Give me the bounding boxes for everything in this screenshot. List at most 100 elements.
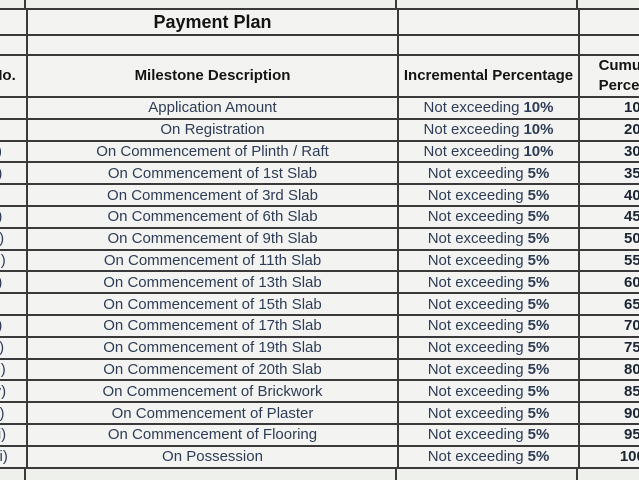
table-row: (iv) On Commencement of 1st Slab Not exc… (0, 163, 639, 186)
milestone-cell: On Commencement of Plinth / Raft (28, 141, 399, 164)
cumulative-cell: 90% (580, 403, 639, 425)
table-row: (vii) On Commencement of 9th Slab Not ex… (0, 228, 639, 251)
cumulative-cell: 50% (580, 228, 639, 251)
incremental-cell: Not exceeding 5% (399, 381, 580, 404)
table-row: (vi) On Commencement of 6th Slab Not exc… (0, 206, 639, 229)
incremental-cell: Not exceeding 5% (399, 185, 580, 207)
table-row: (ix) On Commencement of 13th Slab Not ex… (0, 272, 639, 295)
cumulative-cell: 60% (580, 272, 639, 295)
milestone-cell: On Commencement of 17th Slab (28, 315, 399, 338)
empty-cell (399, 36, 580, 56)
table-row: (xi) On Commencement of 17th Slab Not ex… (0, 315, 639, 338)
cumulative-cell: 55% (580, 250, 639, 273)
incremental-cell: Not exceeding 5% (399, 403, 580, 425)
column-header-incremental: Incremental Percentage (399, 56, 580, 98)
table-row: (xvi) On Commencement of Flooring Not ex… (0, 424, 639, 447)
cumulative-cell: 40% (580, 185, 639, 207)
serial-cell: (iv) (0, 163, 28, 186)
cumulative-cell: 85% (580, 381, 639, 404)
incremental-cell: Not exceeding 5% (399, 272, 580, 295)
serial-cell: (iii) (0, 141, 28, 164)
table-title: Payment Plan (28, 10, 399, 36)
incremental-cell: Not exceeding 10% (399, 141, 580, 164)
table-row: (i) Application Amount Not exceeding10% … (0, 98, 639, 120)
empty-cell (0, 36, 28, 56)
cumulative-cell: 20% (580, 119, 639, 142)
cumulative-cell: 75% (580, 337, 639, 360)
incremental-cell: Not exceeding 5% (399, 315, 580, 338)
serial-cell: (xi) (0, 315, 28, 338)
milestone-cell: On Commencement of Brickwork (28, 381, 399, 404)
table-row: (xv) On Commencement of Plaster Not exce… (0, 403, 639, 425)
milestone-cell: On Possession (28, 446, 399, 469)
incremental-cell: Not exceeding 5% (399, 163, 580, 186)
incremental-cell: Not exceeding 5% (399, 228, 580, 251)
table-row: (viii) On Commencement of 11th Slab Not … (0, 250, 639, 273)
milestone-cell: Application Amount (28, 98, 399, 120)
cumulative-cell: 10% (580, 98, 639, 120)
cumulative-cell: 65% (580, 294, 639, 316)
table-row: (xiv) On Commencement of Brickwork Not e… (0, 381, 639, 404)
title-row: Payment Plan (0, 10, 639, 36)
serial-cell: (vii) (0, 228, 28, 251)
incremental-cell: Not exceeding 5% (399, 294, 580, 316)
serial-cell: (ix) (0, 272, 28, 295)
table-row: (v) On Commencement of 3rd Slab Not exce… (0, 185, 639, 207)
cumulative-cell: 35% (580, 163, 639, 186)
serial-cell: (i) (0, 98, 28, 120)
serial-cell: (x) (0, 294, 28, 316)
incremental-cell: Not exceeding 5% (399, 250, 580, 273)
table-row: (x) On Commencement of 15th Slab Not exc… (0, 294, 639, 316)
column-header-serial: Sr. No. (0, 56, 28, 98)
serial-cell: (vi) (0, 206, 28, 229)
milestone-cell: On Commencement of 11th Slab (28, 250, 399, 273)
serial-cell: (xvi) (0, 424, 28, 447)
cumulative-cell: 30% (580, 141, 639, 164)
serial-cell: (xiv) (0, 381, 28, 404)
serial-cell: (ii) (0, 119, 28, 142)
header-row: Sr. No. Milestone Description Incrementa… (0, 56, 639, 98)
milestone-cell: On Commencement of 13th Slab (28, 272, 399, 295)
empty-cell (399, 10, 580, 36)
milestone-cell: On Commencement of 19th Slab (28, 337, 399, 360)
milestone-cell: On Commencement of Flooring (28, 424, 399, 447)
milestone-cell: On Commencement of Plaster (28, 403, 399, 425)
table-row: (xiii) On Commencement of 20th Slab Not … (0, 359, 639, 382)
empty-cell (580, 10, 639, 36)
incremental-cell: Not exceeding 5% (399, 359, 580, 382)
incremental-cell: Not exceeding 5% (399, 446, 580, 469)
milestone-cell: On Registration (28, 119, 399, 142)
cumulative-cell: 95% (580, 424, 639, 447)
serial-cell: (xiii) (0, 359, 28, 382)
payment-plan-table: Payment Plan Sr. No. Milestone Descripti… (0, 8, 639, 469)
milestone-cell: On Commencement of 20th Slab (28, 359, 399, 382)
empty-cell (0, 10, 28, 36)
serial-cell: (viii) (0, 250, 28, 273)
milestone-cell: On Commencement of 1st Slab (28, 163, 399, 186)
serial-cell: (xii) (0, 337, 28, 360)
cumulative-cell: 45% (580, 206, 639, 229)
table-row: (xii) On Commencement of 19th Slab Not e… (0, 337, 639, 360)
incremental-cell: Not exceeding 5% (399, 424, 580, 447)
incremental-cell: Not exceeding 5% (399, 206, 580, 229)
milestone-cell: On Commencement of 6th Slab (28, 206, 399, 229)
cumulative-cell: 70% (580, 315, 639, 338)
cumulative-cell: 100% (580, 446, 639, 469)
column-header-milestone: Milestone Description (28, 56, 399, 98)
incremental-cell: Not exceeding 5% (399, 337, 580, 360)
column-header-cumulative: Cumulative Percentage (580, 56, 639, 98)
spacer-row (0, 36, 639, 56)
serial-cell: (v) (0, 185, 28, 207)
incremental-cell: Not exceeding 10% (399, 98, 580, 120)
serial-cell: (xv) (0, 403, 28, 425)
empty-cell (28, 36, 399, 56)
milestone-cell: On Commencement of 9th Slab (28, 228, 399, 251)
cumulative-cell: 80% (580, 359, 639, 382)
empty-cell (580, 36, 639, 56)
serial-cell: (xvii) (0, 446, 28, 469)
milestone-cell: On Commencement of 15th Slab (28, 294, 399, 316)
milestone-cell: On Commencement of 3rd Slab (28, 185, 399, 207)
